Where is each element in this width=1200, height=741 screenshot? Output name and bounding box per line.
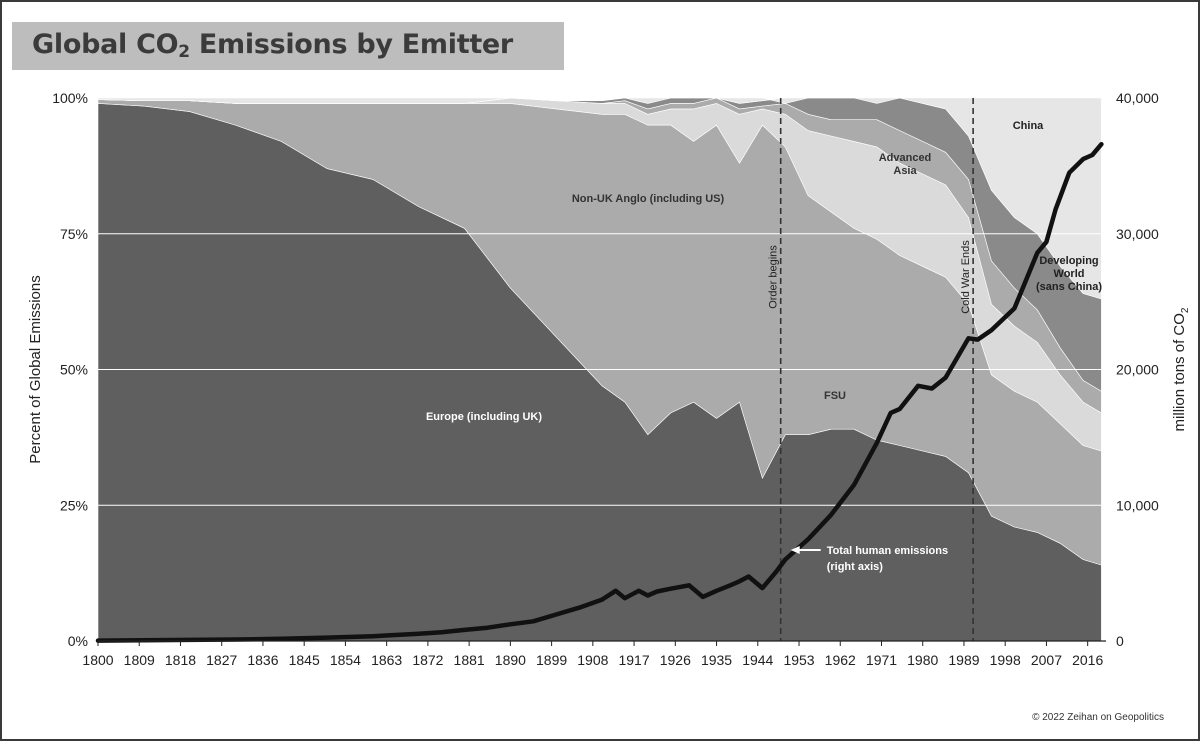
x-tick-label: 1881 (454, 652, 485, 668)
x-tick-label: 1872 (412, 652, 443, 668)
y-right-axis-label: million tons of CO2 (1171, 307, 1191, 431)
y-left-axis-label: Percent of Global Emissions (27, 275, 44, 463)
area-china (97, 97, 1102, 300)
gridlines (98, 233, 1106, 506)
x-tick-label: 1854 (330, 652, 361, 668)
x-tick-label: 1863 (371, 652, 402, 668)
x-tick-label: 1890 (495, 652, 526, 668)
y-left-tick-label: 75% (60, 226, 88, 242)
x-tick-label: 2007 (1031, 652, 1062, 668)
x-tick-label: 1980 (907, 652, 938, 668)
y-left-tick-label: 50% (60, 362, 88, 378)
total-emissions-label: Total human emissions (827, 545, 948, 557)
x-tick-label: 1899 (536, 652, 567, 668)
x-tick-label: 1845 (289, 652, 320, 668)
x-tick-label: 1971 (866, 652, 897, 668)
x-tick-label: 1953 (783, 652, 814, 668)
y-left-tick-label: 25% (60, 497, 88, 513)
y-right-tick-label: 20,000 (1116, 362, 1159, 378)
region-label-developing-world: Developing World (sans China) (1036, 255, 1102, 293)
x-tick-label: 1998 (990, 652, 1021, 668)
y-right-tick-label: 0 (1116, 633, 1124, 649)
title-subscript: 2 (178, 42, 190, 62)
x-tick-label: 1908 (577, 652, 608, 668)
x-tick-label: 1818 (165, 652, 196, 668)
region-label-china: China (1013, 120, 1044, 132)
x-tick-label: 1989 (948, 652, 979, 668)
y-left-tick-label: 100% (52, 90, 88, 106)
event-label: Cold War Ends (960, 240, 972, 314)
region-label-advanced-asia: Advanced Asia (879, 152, 932, 177)
region-label-fsu: FSU (824, 390, 846, 402)
title-rest: Emissions by Emitter (189, 29, 513, 60)
x-tick-label: 1917 (618, 652, 649, 668)
x-tick-label: 2016 (1072, 652, 1103, 668)
y-right-tick-label: 30,000 (1116, 226, 1159, 242)
y-right-tick-label: 10,000 (1116, 497, 1159, 513)
region-label-non-uk-anglo: Non-UK Anglo (including US) (572, 193, 725, 205)
total-emissions-series: Total human emissions (right axis) (95, 141, 1104, 643)
x-tick-label: 1962 (825, 652, 856, 668)
title-main: Global CO (32, 29, 179, 60)
axes: 1800 1809 1818 1827 1836 1845 1854 1863 1872 1881… (27, 90, 1191, 668)
y-left-tick-label: 0% (68, 633, 88, 649)
region-label-europe: Europe (including UK) (426, 411, 542, 423)
x-tick-label: 1827 (206, 652, 237, 668)
x-tick-label: 1809 (124, 652, 155, 668)
x-tick-label: 1944 (742, 652, 773, 668)
x-tick-label: 1926 (660, 652, 691, 668)
y-right-tick-label: 40,000 (1116, 90, 1159, 106)
region-labels: Europe (including UK) Non-UK Anglo (inclu… (426, 120, 1102, 423)
chart-title: Global CO2 Emissions by Emitter (32, 29, 513, 62)
x-tick-label: 1935 (701, 652, 732, 668)
total-emissions-line (95, 141, 1104, 643)
title-banner: Global CO2 Emissions by Emitter (12, 22, 564, 70)
annotation-arrow-head (790, 546, 800, 554)
copyright-credit: © 2022 Zeihan on Geopolitics (1032, 712, 1164, 723)
total-emissions-sublabel: (right axis) (827, 561, 884, 573)
x-tick-label: 1800 (82, 652, 113, 668)
x-tick-label: 1836 (247, 652, 278, 668)
event-label: Order begins (768, 245, 780, 309)
event-lines: Order begins Cold War Ends (768, 98, 974, 641)
